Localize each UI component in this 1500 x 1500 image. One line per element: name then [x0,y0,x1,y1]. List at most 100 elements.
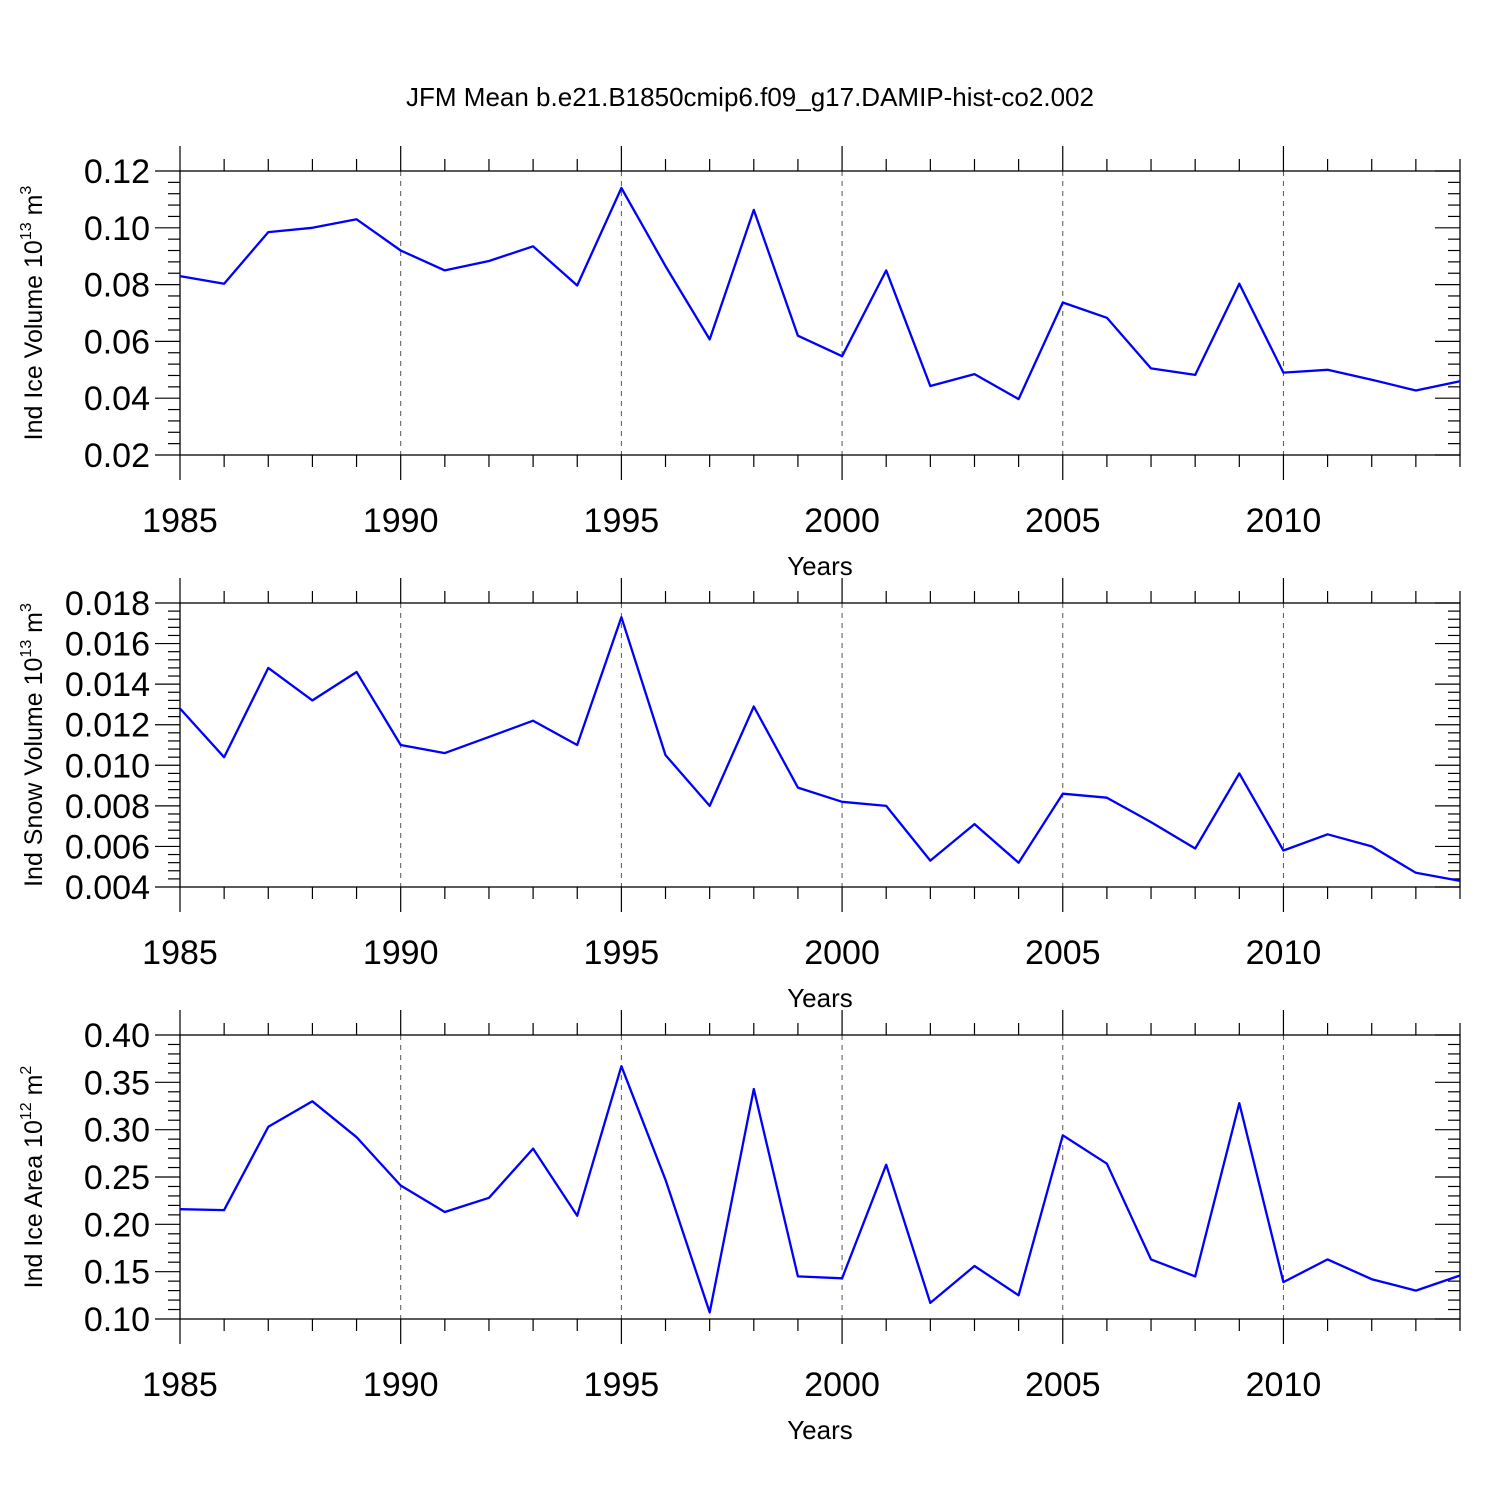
data-point [664,753,668,757]
plot-frame [179,170,1461,456]
data-point [266,230,270,234]
data-point [840,1276,844,1280]
x-tick-label: 1985 [142,934,218,972]
data-point [1193,373,1197,377]
data-point [443,751,447,755]
data-point [1017,861,1021,865]
data-point [972,822,976,826]
y-tick-label: 0.40 [84,1017,150,1055]
y-axis-label-part: m [20,612,48,640]
x-tick-label: 2010 [1246,502,1322,540]
data-series-line [179,186,1461,401]
y-axis-label-part: m [20,195,48,223]
x-tick-label: 1990 [363,1366,439,1404]
data-point [487,735,491,739]
x-axis-label: Years [787,1415,853,1445]
data-point [487,1196,491,1200]
x-axis-label: Years [787,983,853,1013]
y-tick-label: 0.016 [65,626,150,664]
data-point [222,755,226,759]
data-point [664,1178,668,1182]
data-point [531,719,535,723]
chart-panel-2: 1985 1990 1995 2000 2005 20100.0040.0060.0080… [18,578,1462,1013]
data-point [708,1310,712,1314]
data-point [619,615,623,619]
y-tick-label: 0.15 [84,1254,150,1292]
y-tick-label: 0.30 [84,1112,150,1150]
data-point [310,1099,314,1103]
data-point [972,372,976,376]
data-point [1281,371,1285,375]
data-point [1061,1133,1065,1137]
data-point [1149,366,1153,370]
x-tick-label: 2005 [1025,934,1101,972]
data-point [399,1184,403,1188]
data-point [1326,1257,1330,1261]
data-point [884,1163,888,1167]
data-point [1370,844,1374,848]
x-tick-label: 1990 [363,502,439,540]
y-tick-label: 0.018 [65,585,150,623]
x-tick-label: 1995 [584,934,660,972]
data-point [355,1135,359,1139]
data-point [178,706,182,710]
data-point [928,859,932,863]
data-point [355,670,359,674]
y-tick-label: 0.35 [84,1064,150,1102]
data-point [840,354,844,358]
x-tick-label: 1990 [363,934,439,972]
data-point [355,217,359,221]
data-point [1193,846,1197,850]
data-point [972,1264,976,1268]
x-tick-label: 1985 [142,502,218,540]
data-point [1370,1277,1374,1281]
chart-panel-1: 1985 1990 1995 2000 2005 2010 0.02 0.04 0.06 0.08… [18,146,1462,581]
y-tick-label: 0.10 [84,1301,150,1339]
x-tick-label: 1995 [584,502,660,540]
data-point [266,1125,270,1129]
data-point [443,1210,447,1214]
data-point [1105,316,1109,320]
data-point [1281,848,1285,852]
x-tick-label: 2000 [804,1366,880,1404]
data-point [840,800,844,804]
y-axis-label-exponent: 13 [18,640,35,658]
x-tick-label: 1995 [584,1366,660,1404]
y-axis-label-part: Ind Ice Volume 10 [20,240,48,440]
y-tick-label: 0.06 [84,323,150,361]
data-point [752,1087,756,1091]
data-point [1149,820,1153,824]
data-point [752,208,756,212]
figure-title: JFM Mean b.e21.B1850cmip6.f09_g17.DAMIP-… [406,82,1094,112]
data-point [796,786,800,790]
y-tick-label: 0.08 [84,267,150,305]
data-point [531,244,535,248]
data-point [399,743,403,747]
data-point [1149,1257,1153,1261]
data-series-line [179,616,1461,883]
y-tick-label: 0.008 [65,788,150,826]
data-point [664,264,668,268]
data-point [1017,397,1021,401]
data-point [708,337,712,341]
data-point [796,1274,800,1278]
y-tick-label: 0.10 [84,210,150,248]
data-point [222,282,226,286]
data-point [884,268,888,272]
data-point [1458,879,1462,883]
data-point [1458,379,1462,383]
data-point [1414,871,1418,875]
x-tick-label: 2000 [804,934,880,972]
data-point [884,804,888,808]
data-point [222,1208,226,1212]
data-point [178,1207,182,1211]
data-point [1061,300,1065,304]
data-point [399,249,403,253]
data-point [928,1301,932,1305]
data-point [178,274,182,278]
data-point [1281,1280,1285,1284]
data-point [1414,389,1418,393]
y-axis-label-part: m [20,1075,48,1103]
data-point [1193,1274,1197,1278]
y-axis-label: Ind Ice Area 1012 m2 [18,1066,48,1289]
